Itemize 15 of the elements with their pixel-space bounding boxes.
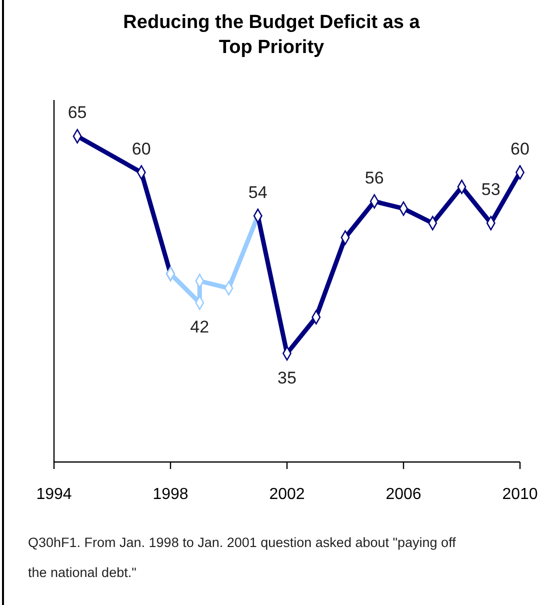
text: Q30hF1. From Jan. 1998 to Jan. 2001 question asked about "paying off the national debt." — [28, 535, 456, 580]
data-label: 65 — [68, 103, 87, 122]
x-tick-label: 2006 — [386, 486, 422, 503]
data-label: 42 — [190, 318, 210, 337]
data-label: 54 — [248, 182, 268, 202]
x-tick-label: 2010 — [502, 486, 538, 503]
data-label: 35 — [278, 368, 296, 388]
chart-title: Reducing the Budget Deficit as a Top Priority — [123, 12, 420, 58]
x-tick-label: 2002 — [269, 486, 305, 503]
data-label: 60 — [132, 139, 151, 158]
data-label: 56 — [364, 168, 384, 188]
x-tick-label: 1998 — [152, 486, 188, 503]
x-tick-label: 1994 — [36, 486, 72, 503]
data-label: 53 — [481, 180, 500, 200]
data-label: 60 — [510, 139, 530, 158]
